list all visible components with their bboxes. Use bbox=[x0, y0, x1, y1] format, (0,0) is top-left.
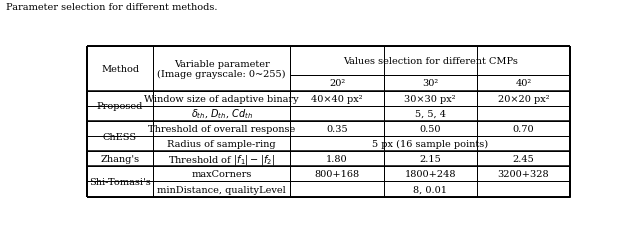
Text: 0.70: 0.70 bbox=[513, 125, 534, 134]
Text: 5, 5, 4: 5, 5, 4 bbox=[415, 109, 445, 118]
Bar bbox=[291, 136, 570, 152]
Bar bbox=[477, 122, 570, 136]
Bar bbox=[153, 122, 291, 136]
Text: Radius of sample-ring: Radius of sample-ring bbox=[167, 140, 276, 149]
Bar bbox=[153, 167, 291, 182]
Bar bbox=[88, 152, 153, 167]
Bar bbox=[383, 152, 477, 167]
Text: Proposed: Proposed bbox=[97, 102, 143, 111]
Bar bbox=[383, 91, 477, 106]
Bar bbox=[477, 167, 570, 182]
Text: Method: Method bbox=[101, 65, 139, 74]
Text: 1.80: 1.80 bbox=[326, 155, 348, 164]
Bar bbox=[88, 167, 153, 197]
Bar bbox=[291, 167, 383, 182]
Bar bbox=[383, 122, 477, 136]
Text: 40²: 40² bbox=[515, 79, 531, 88]
Bar bbox=[88, 91, 153, 122]
Text: Values selection for different CMPs: Values selection for different CMPs bbox=[343, 57, 518, 66]
Text: ChESS: ChESS bbox=[103, 132, 137, 141]
Text: Parameter selection for different methods.: Parameter selection for different method… bbox=[6, 3, 218, 12]
Bar bbox=[291, 76, 383, 91]
Bar bbox=[153, 91, 291, 106]
Bar bbox=[291, 91, 383, 106]
Bar bbox=[383, 76, 477, 91]
Text: 30²: 30² bbox=[422, 79, 438, 88]
Bar bbox=[153, 47, 291, 91]
Text: 30×30 px²: 30×30 px² bbox=[404, 94, 456, 103]
Bar bbox=[153, 136, 291, 152]
Text: Shi-Tomasi's: Shi-Tomasi's bbox=[89, 177, 151, 186]
Bar bbox=[88, 122, 153, 152]
Bar bbox=[153, 106, 291, 122]
Text: 1800+248: 1800+248 bbox=[404, 170, 456, 179]
Bar bbox=[383, 167, 477, 182]
Text: minDistance, qualityLevel: minDistance, qualityLevel bbox=[157, 185, 286, 194]
Bar bbox=[153, 152, 291, 167]
Text: Threshold of overall response: Threshold of overall response bbox=[148, 125, 295, 134]
Bar bbox=[291, 106, 570, 122]
Text: 2.45: 2.45 bbox=[513, 155, 534, 164]
Text: 8, 0.01: 8, 0.01 bbox=[413, 185, 447, 194]
Bar bbox=[291, 152, 383, 167]
Text: 800+168: 800+168 bbox=[314, 170, 360, 179]
Text: 40×40 px²: 40×40 px² bbox=[311, 94, 363, 103]
Text: Threshold of $|f_1|-|f_2|$: Threshold of $|f_1|-|f_2|$ bbox=[168, 152, 275, 166]
Bar bbox=[477, 91, 570, 106]
Bar bbox=[291, 47, 570, 76]
Text: 3200+328: 3200+328 bbox=[498, 170, 549, 179]
Text: 5 px (16 sample points): 5 px (16 sample points) bbox=[372, 139, 488, 149]
Text: maxCorners: maxCorners bbox=[191, 170, 252, 179]
Text: 0.35: 0.35 bbox=[326, 125, 348, 134]
Text: 0.50: 0.50 bbox=[419, 125, 441, 134]
Text: Zhang's: Zhang's bbox=[100, 155, 140, 164]
Text: 20×20 px²: 20×20 px² bbox=[498, 94, 549, 103]
Bar bbox=[88, 47, 153, 91]
Text: 20²: 20² bbox=[329, 79, 345, 88]
Text: $\delta_{th}$, $D_{th}$, $Cd_{th}$: $\delta_{th}$, $D_{th}$, $Cd_{th}$ bbox=[191, 107, 253, 121]
Bar bbox=[153, 182, 291, 197]
Text: Window size of adaptive binary: Window size of adaptive binary bbox=[144, 94, 299, 103]
Bar bbox=[291, 182, 570, 197]
Bar bbox=[477, 76, 570, 91]
Bar bbox=[291, 122, 383, 136]
Bar bbox=[477, 152, 570, 167]
Text: Variable parameter
(Image grayscale: 0~255): Variable parameter (Image grayscale: 0~2… bbox=[157, 59, 285, 79]
Text: 2.15: 2.15 bbox=[419, 155, 441, 164]
